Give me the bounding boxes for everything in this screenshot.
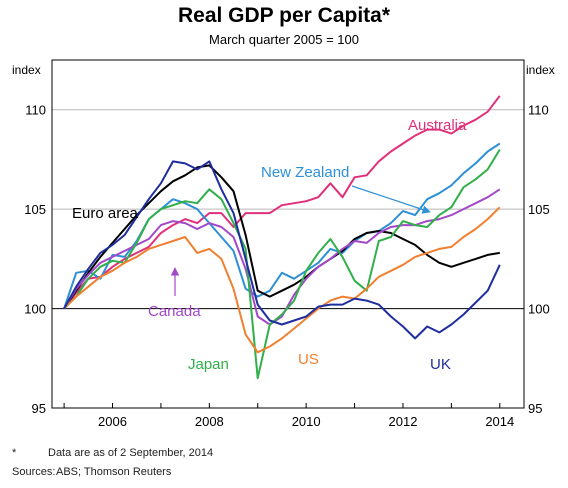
y-tick-label-right: 100 [528,302,550,317]
y-tick-label-left: 105 [24,202,46,217]
series-label-canada: Canada [148,303,201,320]
series-label-japan: Japan [188,356,229,373]
sources-label: Sources: [12,466,56,478]
series-label-us: US [298,351,319,368]
series-label-australia: Australia [408,117,467,134]
chart-subtitle: March quarter 2005 = 100 [209,32,359,47]
footnote-mark: * [12,447,17,459]
series-line-uk [63,160,501,340]
series-line-us [63,206,501,354]
y-tick-label-right: 95 [528,401,542,416]
y-tick-label-left: 110 [25,103,46,118]
x-tick-label: 2006 [98,414,127,429]
y-tick-label-left: 95 [32,401,46,416]
sources-text: ABS; Thomson Reuters [56,466,172,478]
x-tick-label: 2012 [389,414,418,429]
annotation-arrows [170,185,431,296]
x-tick-label: 2008 [195,414,224,429]
footnote: * Data are as of 2 September, 2014 [12,447,213,459]
y-tick-label-left: 100 [24,302,46,317]
chart-title: Real GDP per Capita* [177,4,391,27]
footnote-text: Data are as of 2 September, 2014 [48,447,214,459]
series-line-australia [63,95,501,310]
series-label-euro-area: Euro area [72,205,139,222]
series-label-uk: UK [430,356,451,373]
new-zealand-arrow [351,185,431,214]
series-labels: Australia New Zealand Euro area Canada Japan… [72,117,467,373]
series-line-japan [63,148,501,380]
plot-frame [51,59,525,409]
y-tick-label-right: 110 [528,103,549,118]
series-label-new-zealand: New Zealand [261,164,349,181]
series-lines [63,95,501,380]
series-line-canada [63,188,501,326]
x-tick-label: 2014 [485,414,514,429]
y-axis-label-right: index [526,63,555,77]
axis-ticks: 95 95 100 100 105 105 110 110 index index 2006 2008… [12,63,555,429]
series-line-euro-area [63,164,500,310]
y-tick-label-right: 105 [528,202,550,217]
x-tick-label: 2010 [292,414,321,429]
sources-line: Sources:ABS; Thomson Reuters [12,466,171,478]
y-axis-label-left: index [12,63,41,77]
